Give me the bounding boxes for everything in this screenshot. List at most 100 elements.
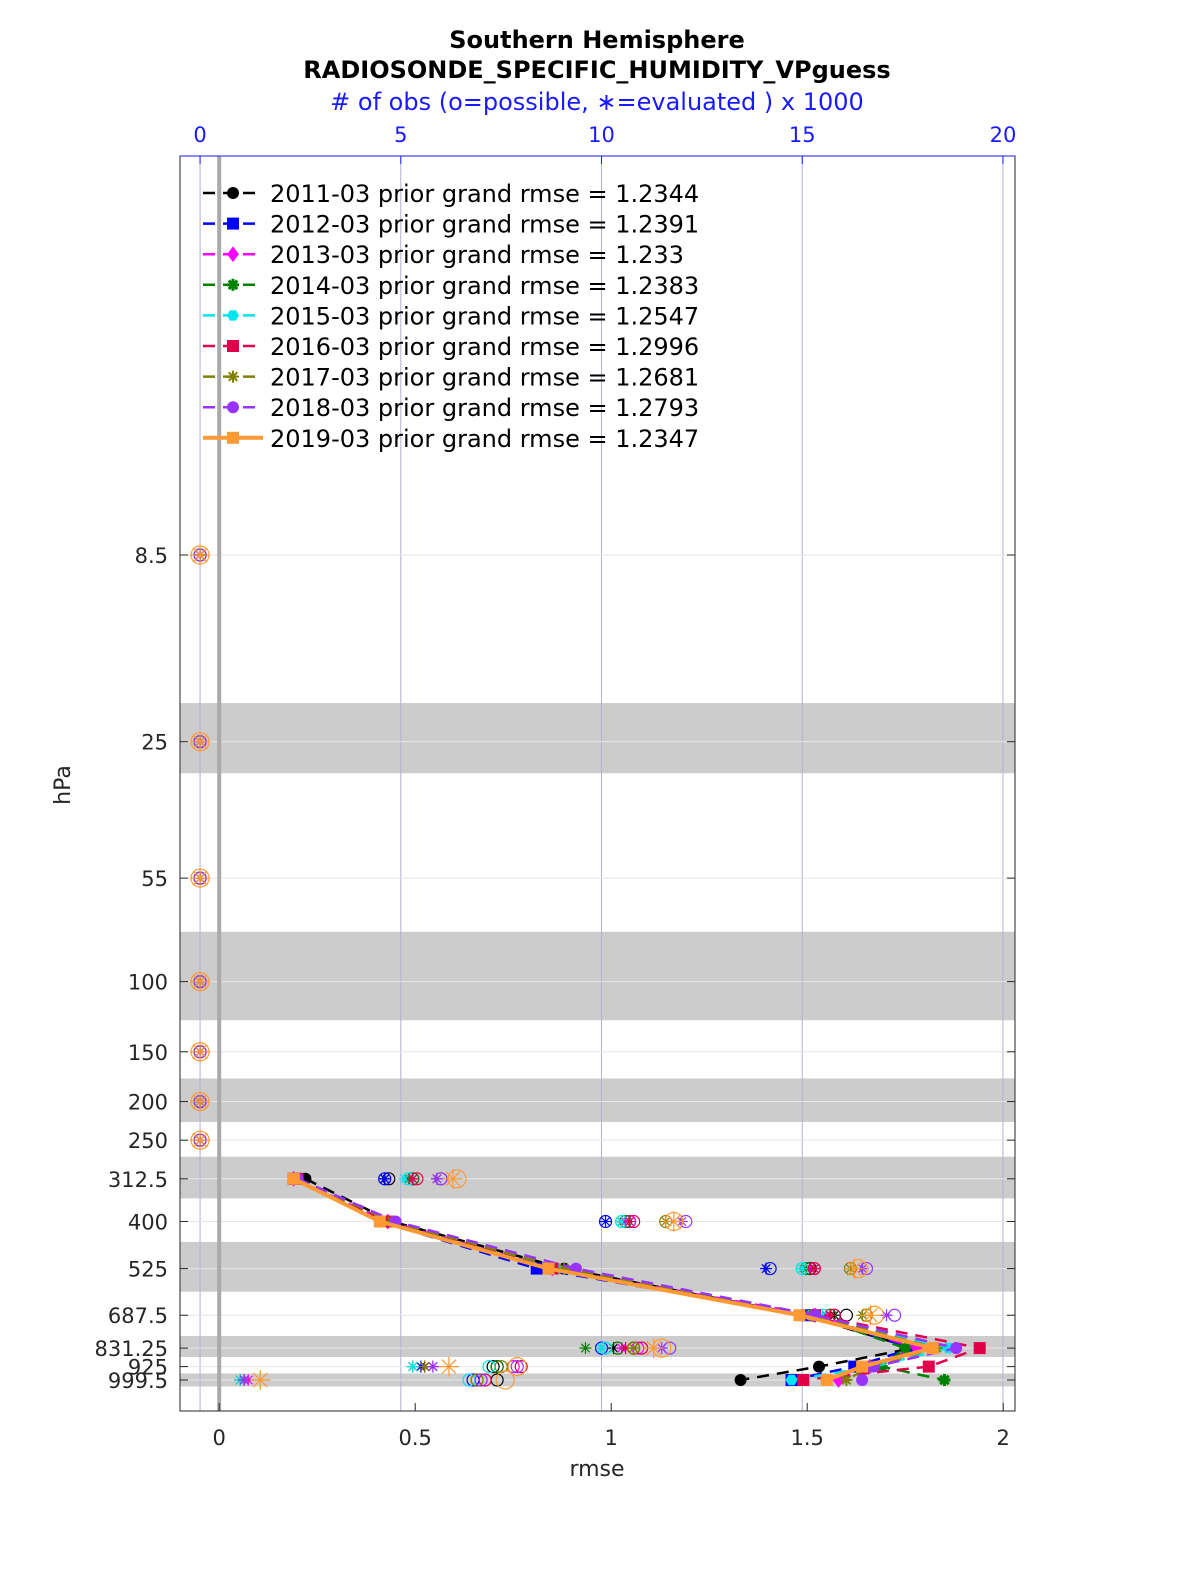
x-tick-label: 1 xyxy=(605,1426,618,1450)
obs-possible-marker xyxy=(470,1373,484,1387)
top-tick-label: 0 xyxy=(193,123,206,147)
obs-evaluated-marker xyxy=(796,1262,809,1275)
legend-marker xyxy=(227,431,239,444)
series-point xyxy=(820,1374,833,1386)
obs-evaluated-marker xyxy=(844,1258,865,1279)
shaded-band xyxy=(180,1335,1015,1357)
legend-entry: 2013-03 prior grand rmse = 1.233 xyxy=(203,241,684,269)
obs-evaluated-marker xyxy=(238,1374,251,1386)
top-axis-label: # of obs (o=possible, ∗=evaluated ) x 10… xyxy=(330,88,864,116)
obs-evaluated-marker xyxy=(808,1262,821,1275)
legend-marker xyxy=(227,370,239,383)
obs-possible-marker xyxy=(495,1370,515,1390)
obs-evaluated-marker xyxy=(190,1041,211,1062)
legend-marker xyxy=(227,217,239,230)
obs-evaluated-marker xyxy=(250,1370,271,1390)
obs-possible-marker xyxy=(507,1356,527,1377)
legend-label: 2019-03 prior grand rmse = 1.2347 xyxy=(270,425,699,453)
obs-evaluated-marker xyxy=(430,1172,443,1185)
x-tick-label: 2 xyxy=(997,1426,1010,1450)
legend: 2011-03 prior grand rmse = 1.2344 2012-03… xyxy=(203,180,699,453)
series-point xyxy=(373,1215,386,1228)
obs-possible-marker xyxy=(478,1373,492,1387)
y-tick-label: 55 xyxy=(141,867,168,891)
legend-marker xyxy=(227,340,239,352)
y-tick-label: 831.25 xyxy=(95,1337,168,1361)
chart-subtitle: RADIOSONDE_SPECIFIC_HUMIDITY_VPguess xyxy=(303,56,890,84)
series-point xyxy=(734,1374,747,1386)
obs-evaluated-marker xyxy=(442,1168,463,1189)
series-point xyxy=(287,1172,300,1185)
series-lines xyxy=(287,1170,986,1388)
y-tick-label: 25 xyxy=(141,731,168,755)
y-tick-label: 150 xyxy=(128,1041,168,1065)
legend-label: 2013-03 prior grand rmse = 1.233 xyxy=(270,241,684,269)
obs-evaluated-marker xyxy=(643,1338,664,1359)
axis-ticks: 0 0.5 1 1.5 20 5 10 15 208.52555100150200250312.… xyxy=(95,123,1017,1450)
legend-label: 2017-03 prior grand rmse = 1.2681 xyxy=(270,364,699,392)
series-point xyxy=(840,1374,853,1386)
series-point xyxy=(797,1374,810,1386)
obs-evaluated-marker xyxy=(406,1172,419,1185)
obs-evaluated-marker xyxy=(760,1262,773,1275)
series-point xyxy=(793,1309,806,1322)
legend-entry: 2016-03 prior grand rmse = 1.2996 xyxy=(203,333,699,361)
legend-marker xyxy=(227,187,239,199)
obs-evaluated-marker xyxy=(398,1172,411,1185)
y-tick-label: 525 xyxy=(128,1258,168,1282)
obs-evaluated-marker xyxy=(378,1172,391,1185)
shaded-band xyxy=(180,703,1015,774)
obs-possible-marker xyxy=(514,1359,528,1374)
y-tick-label: 312.5 xyxy=(108,1168,168,1192)
y-tick-label: 687.5 xyxy=(108,1304,168,1328)
obs-evaluated-marker xyxy=(880,1309,893,1322)
obs-evaluated-marker xyxy=(595,1342,608,1355)
obs-evaluated-marker xyxy=(406,1360,419,1373)
y-tick-label: 100 xyxy=(128,971,168,995)
obs-evaluated-marker xyxy=(190,545,211,565)
legend-entry: 2018-03 prior grand rmse = 1.2793 xyxy=(203,394,699,422)
legend-entry: 2019-03 prior grand rmse = 1.2347 xyxy=(203,425,699,453)
legend-entry: 2014-03 prior grand rmse = 1.2383 xyxy=(203,272,699,300)
x-axis-label: rmse xyxy=(569,1457,624,1482)
legend-marker xyxy=(227,278,239,291)
chart-title: Southern Hemisphere xyxy=(449,26,745,54)
x-tick-label: 1.5 xyxy=(791,1426,824,1450)
legend-label: 2018-03 prior grand rmse = 1.2793 xyxy=(270,394,699,422)
top-tick-label: 10 xyxy=(588,123,615,147)
obs-possible-marker xyxy=(474,1373,488,1387)
legend-label: 2011-03 prior grand rmse = 1.2344 xyxy=(270,180,699,208)
obs-evaluated-marker xyxy=(663,1211,684,1232)
y-tick-label: 925 xyxy=(128,1356,168,1380)
legend-marker xyxy=(227,246,239,262)
series-point xyxy=(856,1374,869,1386)
shaded-level-bands xyxy=(180,703,1015,1387)
obs-evaluated-marker xyxy=(438,1356,459,1377)
series-point xyxy=(922,1360,935,1373)
obs-possible-marker xyxy=(486,1359,500,1374)
obs-evaluated-marker xyxy=(426,1360,439,1373)
legend-entry: 2011-03 prior grand rmse = 1.2344 xyxy=(203,180,699,208)
obs-possible-marker xyxy=(490,1359,504,1374)
plot-frame xyxy=(179,155,1016,1412)
obs-evaluated-marker xyxy=(627,1342,640,1355)
shaded-band xyxy=(180,1241,1015,1292)
obs-evaluated-marker xyxy=(615,1215,628,1228)
y-tick-label: 8.5 xyxy=(135,544,168,568)
obs-possible-marker xyxy=(510,1359,524,1374)
y-axis-label: hPa xyxy=(51,765,76,805)
series-point xyxy=(973,1342,986,1355)
legend-label: 2016-03 prior grand rmse = 1.2996 xyxy=(270,333,699,361)
legend-label: 2012-03 prior grand rmse = 1.2391 xyxy=(270,211,699,239)
series-point xyxy=(950,1342,963,1355)
x-tick-label: 0 xyxy=(213,1426,226,1450)
series-point xyxy=(899,1342,912,1355)
shaded-band xyxy=(180,1078,1015,1122)
shaded-band xyxy=(180,931,1015,1021)
series-point xyxy=(926,1342,939,1355)
series-point xyxy=(856,1360,869,1373)
y-tick-label: 200 xyxy=(128,1091,168,1115)
y-tick-label: 250 xyxy=(128,1129,168,1153)
obs-evaluated-marker xyxy=(623,1215,636,1228)
